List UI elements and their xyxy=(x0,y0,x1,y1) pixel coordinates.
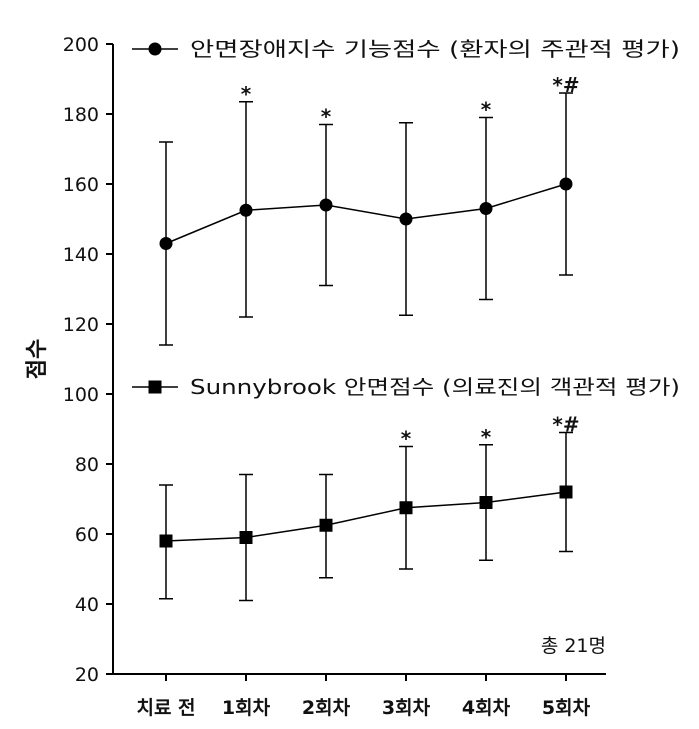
data-point xyxy=(559,177,573,191)
series-line xyxy=(165,183,567,245)
x-tick-label: 3회차 xyxy=(382,697,431,719)
series-1: * * * *# xyxy=(159,73,580,346)
y-tick-label: 60 xyxy=(75,524,99,546)
data-point xyxy=(239,203,253,217)
data-point xyxy=(399,501,413,515)
y-tick-label: 40 xyxy=(75,594,99,616)
data-point xyxy=(159,237,173,250)
x-tick-label: 1회차 xyxy=(222,697,271,719)
data-point xyxy=(319,518,333,532)
sample-size-note: 총 21명 xyxy=(541,635,606,657)
y-tick-label: 140 xyxy=(63,244,99,266)
y-tick-label: 200 xyxy=(63,34,99,56)
series-layer: * * * *# * * *# xyxy=(159,73,580,602)
legend-marker xyxy=(148,380,162,394)
y-tick-label: 180 xyxy=(63,104,99,126)
axes: 20 40 60 80 100 120 140 160 180 200 치료 전 1회차 2회차 3회차 4… xyxy=(63,34,606,719)
significance-label: * xyxy=(241,82,252,106)
data-point xyxy=(559,485,573,499)
y-axis-label: 점수 xyxy=(25,339,50,379)
significance-label: * xyxy=(401,427,412,451)
y-tick-label: 80 xyxy=(75,454,99,476)
x-tick-label: 치료 전 xyxy=(136,697,195,719)
x-tick-label: 4회차 xyxy=(462,697,511,719)
legend-entry-2: Sunnybrook 안면점수 (의료진의 객관적 평가) xyxy=(132,375,680,399)
significance-label: *# xyxy=(552,413,579,437)
significance-label: * xyxy=(481,425,492,449)
legend-label: 안면장애지수 기능점수 (환자의 주관적 평가) xyxy=(190,37,680,61)
x-tick-label: 5회차 xyxy=(542,697,591,719)
data-point xyxy=(479,202,493,215)
legend-marker xyxy=(148,42,162,56)
data-point xyxy=(479,496,493,509)
data-point xyxy=(319,198,333,212)
series-2: * * *# xyxy=(159,413,580,602)
data-point xyxy=(239,531,253,544)
y-tick-label: 160 xyxy=(63,174,99,196)
legend: 안면장애지수 기능점수 (환자의 주관적 평가) Sunnybrook 안면점수 … xyxy=(132,37,680,399)
significance-label: * xyxy=(321,105,332,129)
legend-label: Sunnybrook 안면점수 (의료진의 객관적 평가) xyxy=(190,375,680,399)
data-point xyxy=(399,212,413,226)
x-tick-label: 2회차 xyxy=(302,697,351,719)
y-tick-label: 20 xyxy=(75,664,99,686)
y-tick-label: 100 xyxy=(63,384,99,406)
y-tick-label: 120 xyxy=(63,314,99,336)
series-line xyxy=(165,491,567,542)
legend-entry-1: 안면장애지수 기능점수 (환자의 주관적 평가) xyxy=(132,37,680,61)
significance-label: * xyxy=(481,98,492,122)
data-point xyxy=(159,534,173,548)
significance-label: *# xyxy=(552,73,579,97)
